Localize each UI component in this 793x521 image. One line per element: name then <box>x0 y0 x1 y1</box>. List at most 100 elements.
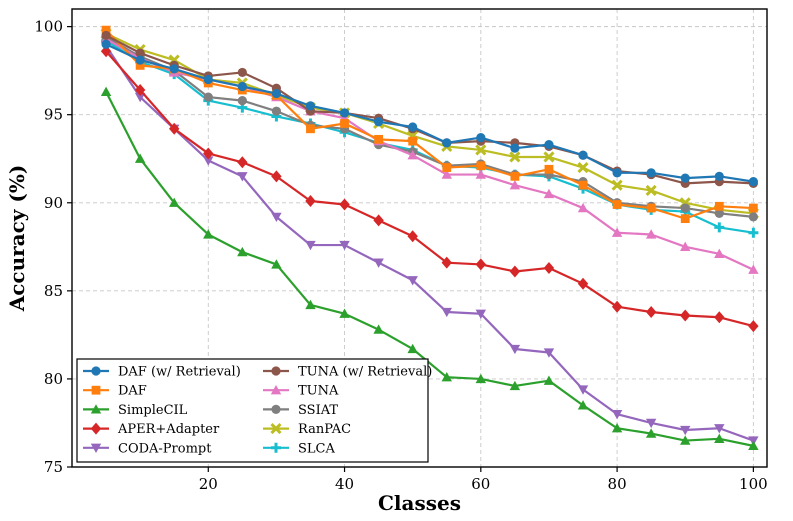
data-point <box>714 208 724 218</box>
legend-swatch-marker <box>271 404 281 414</box>
series-daf-w-retrieval <box>101 39 758 187</box>
legend-label: TUNA <box>298 384 339 399</box>
data-point <box>475 169 487 179</box>
y-tick-label: 80 <box>44 370 63 388</box>
data-point <box>135 48 145 58</box>
data-point <box>441 307 452 318</box>
data-point <box>169 64 179 74</box>
data-point <box>373 258 384 268</box>
legend-label: SSIAT <box>298 403 338 418</box>
data-point <box>543 375 555 385</box>
legend-entry: SLCA <box>263 441 335 456</box>
data-point <box>169 122 180 135</box>
legend-label: CODA-Prompt <box>118 441 212 456</box>
data-point <box>306 124 315 134</box>
data-point <box>611 300 623 313</box>
data-point <box>373 324 384 334</box>
x-tick-label: 20 <box>199 475 218 493</box>
legend-entry: SSIAT <box>263 403 338 418</box>
data-point <box>578 150 588 160</box>
data-point <box>680 173 690 183</box>
data-point <box>203 229 214 239</box>
data-point <box>645 428 657 438</box>
data-point <box>680 203 690 213</box>
data-point <box>373 214 384 227</box>
series-simplecil <box>100 86 759 451</box>
legend-swatch-marker <box>271 442 281 453</box>
series-line <box>105 32 754 215</box>
data-point <box>646 168 656 178</box>
data-point <box>374 117 384 127</box>
x-tick-label: 40 <box>335 475 354 493</box>
legend-entry: TUNA (w/ Retrieval) <box>263 365 432 380</box>
data-point <box>169 197 180 207</box>
data-point <box>441 371 452 382</box>
x-tick-label: 100 <box>739 475 768 493</box>
series-line <box>105 45 754 442</box>
data-point <box>305 299 316 310</box>
legend-label: APER+Adapter <box>117 422 220 437</box>
y-tick-label: 95 <box>44 106 63 124</box>
data-point <box>237 246 248 257</box>
legend-entry: APER+Adapter <box>83 422 220 437</box>
data-point <box>680 309 691 322</box>
data-point <box>510 171 520 181</box>
data-point <box>203 92 213 102</box>
data-point <box>645 229 657 239</box>
data-point <box>203 147 214 160</box>
data-point <box>237 172 248 182</box>
data-point <box>407 276 418 286</box>
data-point <box>544 164 554 174</box>
legend: DAF (w/ Retrieval) TUNA (w/ Retrieval) DAF… <box>76 358 432 463</box>
data-point <box>134 84 146 97</box>
data-point <box>611 179 623 191</box>
legend-swatch-marker <box>90 443 102 453</box>
data-point <box>748 203 758 213</box>
data-point <box>203 74 213 85</box>
data-point <box>100 45 112 58</box>
y-tick-label: 85 <box>44 282 63 300</box>
legend-entry: SimpleCIL <box>83 403 188 418</box>
data-point <box>203 156 214 166</box>
plot-frame <box>71 8 768 468</box>
legend-swatch-marker <box>90 422 102 435</box>
data-point <box>442 163 452 172</box>
data-point <box>339 198 350 211</box>
data-point <box>101 30 111 41</box>
data-point <box>577 400 589 410</box>
x-tick-label: 60 <box>471 475 490 493</box>
legend-swatch-marker <box>270 423 282 435</box>
data-point <box>101 25 111 35</box>
data-point <box>407 343 418 354</box>
data-point <box>714 248 725 259</box>
data-point <box>748 264 759 274</box>
data-point <box>714 222 725 233</box>
data-point <box>577 385 589 395</box>
series-layer <box>100 25 759 451</box>
data-point <box>271 106 282 116</box>
data-point <box>271 259 282 269</box>
data-point <box>305 240 316 251</box>
legend-box <box>76 358 429 463</box>
data-point <box>577 277 589 290</box>
data-point <box>577 161 589 174</box>
data-point <box>271 88 282 99</box>
data-point <box>748 320 759 333</box>
data-point <box>748 440 759 451</box>
data-point <box>237 96 247 106</box>
data-point <box>645 305 657 318</box>
legend-entry: TUNA <box>263 384 339 399</box>
data-point <box>135 55 145 65</box>
data-point <box>748 212 758 222</box>
data-point <box>134 153 146 163</box>
data-point <box>135 60 145 70</box>
data-point <box>101 39 111 49</box>
data-point <box>748 177 758 187</box>
data-point <box>509 344 521 355</box>
data-point <box>748 227 759 238</box>
data-point <box>339 240 350 251</box>
legend-entry: CODA-Prompt <box>83 441 212 456</box>
data-point <box>680 435 691 445</box>
legend-entry: DAF (w/ Retrieval) <box>83 365 241 380</box>
data-point <box>374 134 384 144</box>
